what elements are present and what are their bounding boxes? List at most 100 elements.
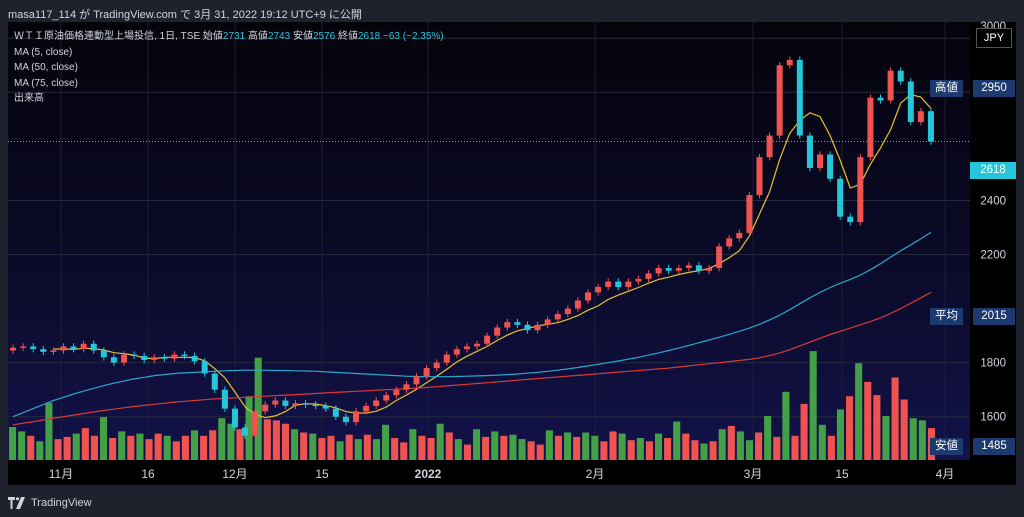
candle-body [423, 368, 430, 377]
volume-bar [700, 443, 708, 460]
candle-body [403, 384, 410, 390]
legend-ma75[interactable]: MA (75, close) [14, 77, 78, 89]
volume-bar [445, 432, 453, 460]
currency-button[interactable]: JPY [976, 28, 1012, 48]
volume-bar [582, 432, 590, 460]
volume-bar [645, 441, 653, 460]
footer: TradingView [0, 488, 1024, 517]
price-tick-label: 1600 [980, 412, 1006, 424]
volume-bar [755, 432, 763, 460]
volume-bar [363, 434, 371, 460]
candle-body [655, 268, 662, 274]
candle-body [121, 354, 127, 363]
legend-low: 2576 [312, 31, 336, 42]
price-tick-label: 2400 [980, 195, 1006, 207]
legend-ohlc-row: ＷＴＩ原油価格連動型上場投信, 1日, TSE 始値2731 高値2743 安値… [14, 29, 444, 45]
price-chart: 3000280024002200180016003000 11月1612月152… [8, 21, 1006, 481]
volume-bar [281, 423, 290, 460]
candle-body [231, 408, 238, 428]
volume-bar [336, 441, 344, 460]
candle-body [484, 335, 491, 344]
candle-body [363, 405, 370, 412]
candle-body [100, 350, 107, 358]
candle-body [252, 411, 259, 436]
volume-bar [809, 351, 817, 460]
candle-body [907, 81, 914, 123]
candle-body [90, 343, 97, 351]
volume-bar [327, 435, 335, 460]
candle-body [746, 195, 753, 233]
legend-close-label: 終値 [338, 31, 358, 42]
volume-bar [718, 429, 726, 460]
high-label-tag: 高値 [930, 80, 963, 97]
time-tick-label: 2022 [415, 467, 442, 481]
volume-bar [136, 433, 144, 460]
candle-body [322, 405, 329, 409]
legend-volume[interactable]: 出来高 [14, 93, 44, 104]
candle-body [242, 427, 249, 436]
candle-body [191, 355, 198, 362]
volume-bar [882, 416, 890, 460]
legend-ma5[interactable]: MA (5, close) [14, 46, 73, 58]
volume-bar [209, 430, 217, 460]
candle-body [131, 354, 138, 357]
candle-body [413, 376, 420, 385]
volume-bar [272, 420, 280, 460]
volume-bar [891, 377, 899, 460]
candle-body [776, 65, 783, 136]
candle-body [615, 281, 622, 287]
price-tick-label: 2200 [980, 250, 1006, 262]
candle-body [857, 157, 864, 223]
volume-bar [673, 421, 681, 460]
candle-body [302, 403, 309, 405]
candle-body [353, 411, 359, 423]
volume-bar [81, 428, 89, 460]
legend-ma50[interactable]: MA (50, close) [14, 62, 78, 73]
volume-bar [818, 424, 826, 460]
volume-bar [354, 439, 362, 460]
time-tick-label: 2月 [586, 467, 605, 481]
candle-body [80, 343, 87, 350]
candle-body [574, 300, 581, 309]
last-price-tag: 2618 [970, 162, 1016, 179]
volume-bar [154, 433, 162, 460]
candle-body [817, 154, 823, 168]
volume-bar [773, 436, 781, 460]
candle-body [675, 268, 682, 271]
candle-body [151, 357, 158, 360]
candle-body [917, 111, 924, 123]
chart-legend: ＷＴＩ原油価格連動型上場投信, 1日, TSE 始値2731 高値2743 安値… [14, 29, 444, 107]
candle-body [534, 324, 541, 331]
tradingview-logo[interactable]: TradingView [8, 497, 92, 509]
candle-body [494, 327, 501, 336]
candle-body [645, 273, 652, 279]
volume-bar [27, 435, 35, 460]
volume-bar [254, 357, 262, 460]
volume-bar [345, 434, 353, 460]
volume-bar [682, 433, 690, 460]
candle-body [564, 308, 571, 314]
volume-bar [400, 442, 408, 460]
candle-body [706, 268, 713, 271]
volume-bar [9, 427, 17, 460]
volume-bar [372, 439, 381, 460]
volume-bar [918, 420, 926, 460]
volume-bar [764, 416, 772, 460]
volume-bar [190, 430, 199, 460]
legend-change: −63 (−2.35%) [383, 31, 444, 42]
time-axis[interactable] [8, 460, 970, 485]
volume-bar [591, 435, 599, 460]
time-tick-label: 3月 [744, 467, 763, 481]
volume-bar [727, 425, 735, 460]
candle-body [796, 59, 803, 136]
volume-bar [245, 396, 253, 460]
volume-bar [90, 435, 98, 460]
volume-bar [109, 438, 117, 460]
avg-label-tag: 平均 [930, 308, 963, 325]
volume-bar [836, 409, 845, 460]
legend-open: 2731 [222, 31, 246, 42]
volume-bar [72, 433, 80, 460]
volume-bar [163, 435, 171, 460]
candle-body [342, 416, 349, 423]
time-tick-label: 16 [141, 467, 155, 481]
